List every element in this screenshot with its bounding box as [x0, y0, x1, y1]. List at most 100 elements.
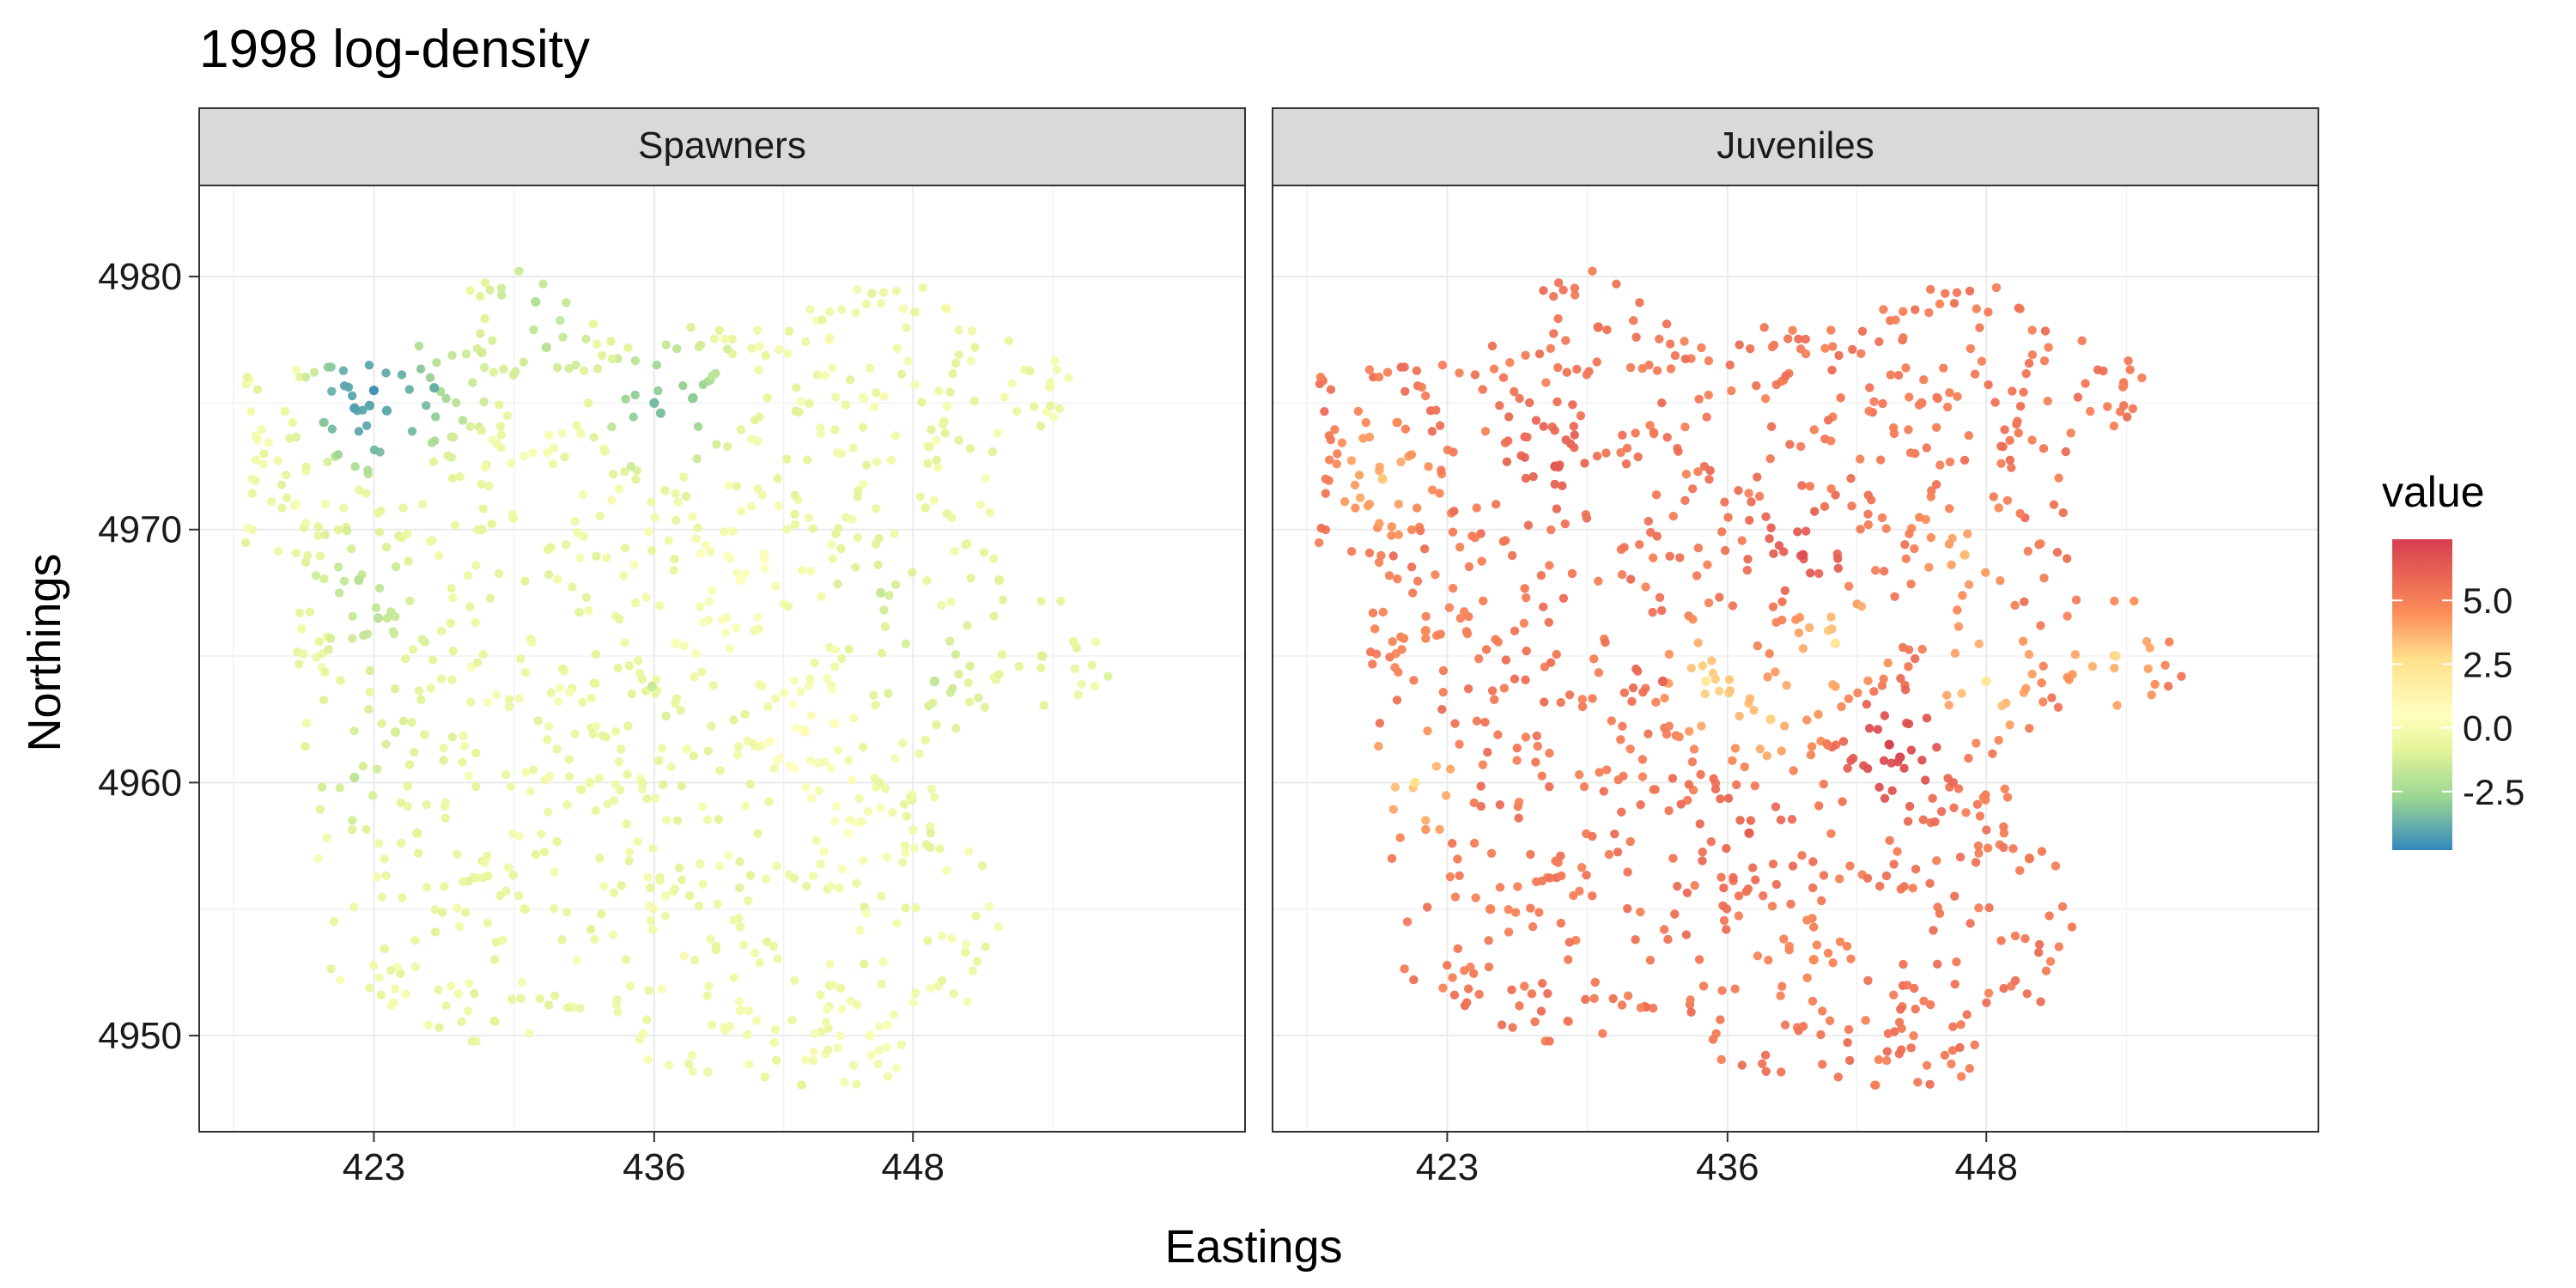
data-point: [1777, 597, 1787, 606]
data-point: [908, 998, 918, 1007]
data-point: [1989, 492, 1998, 501]
data-point: [1415, 526, 1425, 536]
data-point: [1836, 393, 1845, 403]
data-point: [732, 482, 742, 491]
data-point: [1544, 617, 1554, 628]
data-point: [1905, 392, 1914, 402]
data-point: [1718, 901, 1728, 910]
data-point: [1421, 611, 1431, 622]
data-point: [489, 1016, 499, 1026]
data-point: [630, 598, 641, 608]
data-point: [1984, 988, 1994, 998]
data-point: [898, 738, 908, 748]
data-point: [1650, 785, 1660, 794]
data-point: [1406, 450, 1417, 459]
data-point: [735, 575, 745, 586]
data-point: [1686, 995, 1695, 1005]
data-point: [2119, 401, 2129, 410]
data-point: [447, 473, 458, 483]
data-point: [801, 782, 811, 793]
data-point: [966, 574, 975, 583]
data-point: [2111, 651, 2121, 661]
data-point: [1769, 549, 1778, 559]
data-point: [1998, 442, 2008, 452]
data-point: [1521, 473, 1531, 483]
data-point: [1795, 344, 1806, 354]
data-point: [661, 711, 671, 721]
data-point: [1581, 510, 1591, 519]
data-point: [698, 380, 708, 390]
data-point: [1552, 397, 1562, 407]
data-point: [1438, 687, 1448, 697]
data-point: [1635, 298, 1644, 307]
data-point: [431, 412, 440, 422]
data-point: [477, 525, 487, 535]
data-point: [655, 408, 666, 418]
data-point: [1930, 817, 1940, 827]
data-point: [1612, 279, 1621, 289]
data-point: [886, 455, 896, 465]
data-point: [315, 551, 325, 561]
data-point: [1798, 644, 1808, 653]
data-point: [825, 307, 835, 317]
data-point: [347, 391, 357, 401]
y-tick-label: 4970: [98, 509, 182, 551]
data-point: [1504, 412, 1514, 422]
data-point: [924, 701, 933, 711]
data-point: [1719, 883, 1728, 893]
data-point: [923, 459, 933, 468]
data-point: [1580, 459, 1589, 468]
data-point: [440, 813, 450, 823]
data-point: [1716, 794, 1725, 804]
data-point: [1697, 343, 1706, 353]
data-point: [1420, 391, 1431, 401]
data-point: [264, 438, 274, 447]
data-point: [688, 512, 697, 521]
data-point: [1706, 836, 1716, 847]
data-point: [1862, 700, 1872, 709]
data-point: [1835, 937, 1845, 946]
data-point: [1723, 793, 1734, 803]
data-point: [1944, 539, 1954, 550]
data-point: [1579, 781, 1589, 792]
data-point: [381, 542, 392, 552]
data-point: [674, 863, 684, 872]
data-point: [319, 696, 329, 705]
data-point: [578, 490, 588, 500]
data-point: [1765, 534, 1774, 544]
data-point: [1531, 757, 1540, 767]
data-point: [470, 988, 479, 999]
data-point: [495, 400, 504, 410]
data-point: [575, 428, 586, 437]
data-point: [1911, 864, 1921, 874]
data-point: [1474, 989, 1484, 999]
data-point: [441, 393, 451, 404]
data-point: [581, 592, 592, 603]
data-point: [757, 490, 767, 500]
data-point: [657, 744, 667, 753]
data-point: [560, 452, 569, 462]
data-point: [735, 857, 744, 866]
data-point: [428, 655, 438, 665]
data-point: [1390, 782, 1400, 792]
data-point: [1617, 807, 1626, 817]
data-point: [967, 326, 977, 336]
data-point: [917, 398, 927, 407]
data-point: [701, 541, 711, 550]
data-point: [852, 999, 862, 1010]
data-point: [841, 400, 851, 410]
data-point: [831, 392, 841, 402]
data-point: [994, 575, 1005, 586]
data-point: [2025, 723, 2034, 733]
data-point: [1961, 808, 1971, 817]
data-point: [827, 685, 837, 695]
data-point: [1652, 366, 1662, 375]
data-point: [414, 686, 424, 696]
data-point: [1353, 406, 1364, 416]
data-point: [1788, 325, 1797, 335]
data-point: [1796, 441, 1806, 452]
data-point: [389, 629, 399, 639]
data-point: [564, 772, 574, 781]
data-point: [1012, 406, 1022, 416]
